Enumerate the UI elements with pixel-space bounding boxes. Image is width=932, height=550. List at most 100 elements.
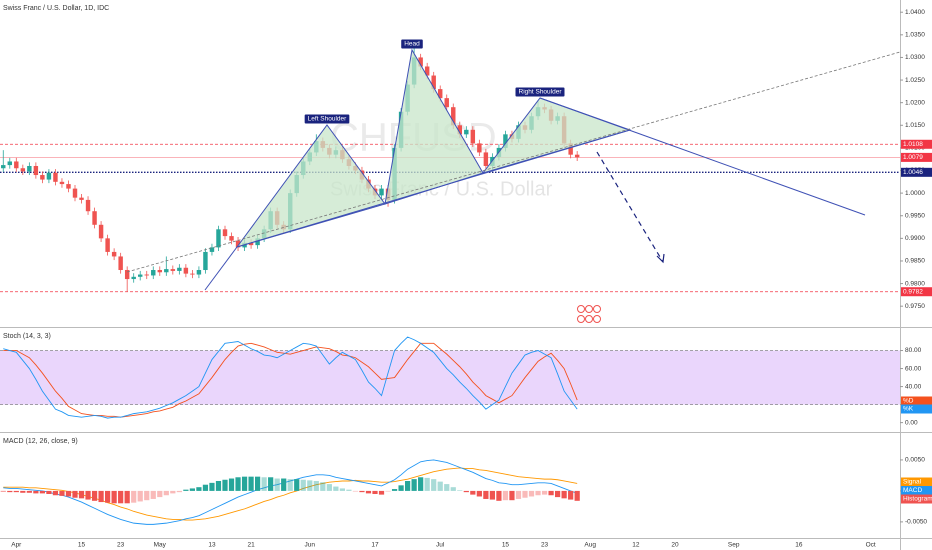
histogram-bar: [489, 490, 495, 500]
price-label-box: [901, 167, 932, 177]
histogram-bar: [26, 490, 32, 493]
histogram-bar: [78, 490, 85, 499]
histogram-bar: [359, 490, 365, 493]
histogram-bar: [131, 490, 137, 503]
candle-body: [124, 270, 130, 280]
y-tick-label: 1.0250: [905, 77, 925, 84]
candle-body: [170, 269, 176, 271]
histogram-bar: [111, 490, 117, 504]
pattern-label: Head: [404, 41, 420, 48]
histogram-bar: [7, 490, 13, 493]
histogram-bar: [444, 484, 450, 491]
candle-body: [418, 57, 423, 67]
histogram-bar: [574, 490, 580, 501]
x-tick-label: Sep: [728, 542, 740, 549]
histogram-bar: [450, 487, 456, 491]
histogram-bar: [502, 490, 509, 501]
histogram-bar: [235, 477, 241, 491]
histogram-bar: [274, 478, 280, 491]
candle-body: [203, 251, 208, 271]
candle-body: [14, 161, 19, 169]
histogram-bar: [528, 490, 535, 497]
y-tick-label: 1.0150: [905, 122, 925, 129]
candle-body: [235, 240, 241, 248]
pattern-label: Left Shoulder: [308, 116, 348, 123]
histogram-bar: [496, 490, 502, 501]
y-tick-label: 1.0350: [905, 32, 925, 39]
legend-entry: Signal: [903, 479, 922, 486]
trend-line: [204, 246, 238, 291]
y-tick-label: 40.00: [905, 383, 922, 390]
indicator-line: [3, 336, 578, 419]
histogram-bar: [52, 490, 59, 496]
candle-body: [151, 270, 156, 276]
candle-body: [255, 238, 260, 246]
candle-body: [27, 165, 32, 172]
legend-entry-box: [901, 477, 932, 487]
histogram-bar: [255, 476, 261, 491]
histogram-bar: [150, 490, 156, 499]
x-tick-label: May: [154, 542, 167, 549]
histogram-bar: [313, 480, 319, 491]
x-tick-label: Oct: [866, 542, 876, 549]
candle-body: [470, 129, 476, 144]
legend-entry-box: [901, 486, 932, 495]
histogram-bar: [241, 476, 248, 491]
x-tick-label: 21: [247, 542, 255, 549]
y-tick-label: 1.0400: [905, 9, 925, 16]
candle-body: [568, 143, 573, 155]
histogram-bar: [183, 489, 189, 491]
candle-body: [111, 251, 117, 257]
icon-dot: [593, 305, 601, 313]
histogram-bar: [463, 490, 469, 493]
y-tick-label: 1.0000: [905, 190, 925, 197]
histogram-bar: [333, 486, 339, 491]
icon-dot: [593, 315, 601, 323]
legend-entry: %K: [903, 406, 914, 413]
x-tick-label: Aug: [584, 542, 596, 549]
x-tick-label: 15: [502, 542, 510, 549]
histogram-bar: [398, 485, 404, 491]
histogram-bar: [281, 478, 287, 491]
candle-body: [444, 98, 449, 108]
legend-entry-box: [901, 404, 932, 414]
histogram-bar: [118, 490, 124, 504]
pattern-label-box: [401, 39, 423, 49]
candle-body: [424, 66, 430, 76]
histogram-bar: [39, 490, 45, 494]
histogram-bar: [13, 490, 19, 493]
histogram-bar: [196, 487, 202, 491]
icon-dot: [585, 315, 593, 323]
candle-body: [59, 181, 65, 185]
price-label: 1.0079: [903, 154, 923, 161]
x-tick-label: 15: [78, 542, 86, 549]
candle-body: [574, 154, 580, 158]
histogram-bar: [189, 488, 195, 491]
candle-body: [483, 152, 489, 166]
candle-body: [464, 129, 469, 135]
histogram-bar: [339, 488, 345, 491]
histogram-bar: [65, 490, 72, 497]
price-label-box: [901, 152, 932, 162]
histogram-bar: [541, 490, 548, 495]
candle-body: [118, 256, 123, 271]
left-shoulder-triangle: [235, 124, 386, 248]
y-tick-label: 0.9750: [905, 303, 925, 310]
histogram-bar: [437, 481, 443, 491]
histogram-bar: [385, 490, 391, 492]
event-icon: [577, 305, 601, 323]
pattern-drawings: [126, 48, 901, 323]
histogram-bar: [176, 490, 182, 493]
histogram-bar: [105, 490, 111, 503]
legend-entry: Histogram: [903, 496, 932, 503]
y-tick-label: 80.00: [905, 347, 922, 354]
y-tick-label: 0.9950: [905, 212, 925, 219]
y-tick-label: 0.00: [905, 419, 918, 426]
icon-dot: [577, 305, 585, 313]
histogram-bar: [326, 484, 332, 491]
candle-body: [1, 165, 6, 169]
candle-body: [222, 229, 228, 237]
candle-body: [33, 165, 39, 176]
histogram-bar: [170, 490, 176, 494]
histogram-bar: [346, 489, 352, 491]
